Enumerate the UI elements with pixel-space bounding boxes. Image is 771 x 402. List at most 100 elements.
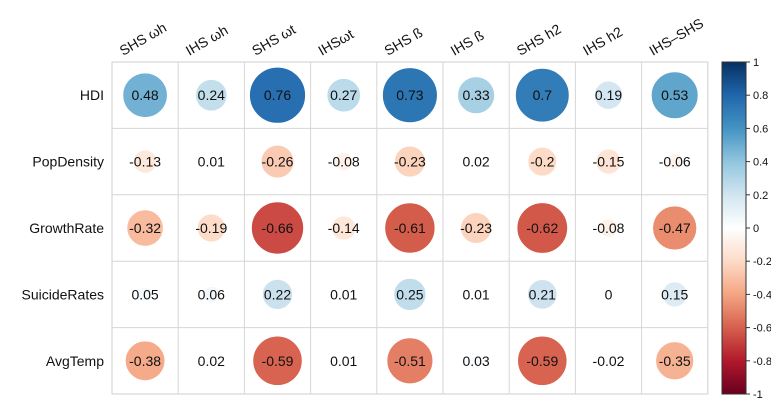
correlation-value: -0.66: [262, 220, 294, 236]
colorbar-tick-label: 0: [753, 223, 759, 235]
column-label: IHS–SHS: [646, 15, 706, 59]
correlation-circle: [517, 335, 568, 386]
column-label: IHS ωh: [183, 22, 231, 59]
correlation-circle: [334, 152, 354, 171]
correlation-value: 0.01: [330, 286, 357, 302]
column-label: IHS h2: [580, 23, 625, 58]
correlation-value: 0.33: [462, 87, 489, 103]
correlation-circle: [262, 279, 293, 310]
correlation-circle: [470, 354, 482, 367]
correlation-circle: [137, 286, 153, 302]
correlation-circle: [595, 148, 622, 175]
colorbar-tick-label: 0.6: [753, 123, 768, 135]
colorbar: [721, 61, 747, 395]
correlation-circle: [516, 202, 568, 254]
correlation-value: -0.62: [526, 220, 558, 236]
correlation-value: -0.26: [262, 154, 294, 170]
row-label: AvgTemp: [46, 353, 104, 369]
correlation-circle: [386, 337, 434, 384]
correlation-value: -0.51: [394, 353, 426, 369]
correlation-value: 0.01: [462, 286, 489, 302]
row-label: PopDensity: [32, 154, 104, 170]
correlation-circle: [251, 201, 304, 255]
correlation-value: 0.76: [264, 87, 291, 103]
correlation-value: 0.21: [529, 286, 556, 302]
correlation-circle: [252, 335, 303, 386]
correlation-value: 0.25: [396, 286, 423, 302]
correlation-value: 0.24: [198, 87, 225, 103]
correlation-value: -0.13: [129, 154, 161, 170]
correlation-circle: [515, 68, 570, 123]
correlation-value: -0.06: [659, 154, 691, 170]
correlation-circle: [527, 146, 557, 177]
correlation-value: 0.73: [396, 87, 423, 103]
correlation-circle: [125, 340, 166, 381]
colorbar-tick-label: -0.8: [753, 356, 771, 368]
correlation-circle: [384, 202, 436, 254]
correlation-circle: [527, 279, 558, 310]
correlation-value: -0.47: [659, 220, 691, 236]
row-label: HDI: [80, 87, 104, 103]
correlation-value: -0.02: [593, 353, 625, 369]
correlation-circle: [662, 281, 688, 308]
correlation-value: 0.19: [595, 87, 622, 103]
correlation-circle: [326, 78, 361, 113]
correlation-value: 0.7: [533, 87, 553, 103]
correlation-circle: [340, 290, 348, 298]
correlation-circle: [260, 144, 295, 179]
correlation-value: -0.38: [129, 353, 161, 369]
correlation-circle: [457, 76, 495, 114]
colorbar-tick-label: 0.2: [753, 190, 768, 202]
correlation-value: 0.01: [198, 154, 225, 170]
correlation-value: 0.22: [264, 286, 291, 302]
correlation-value: 0.03: [462, 353, 489, 369]
column-label: SHS h2: [514, 21, 564, 59]
correlation-value: -0.23: [460, 220, 492, 236]
colorbar-tick-label: 1: [753, 57, 759, 69]
correlation-circle: [195, 79, 228, 112]
correlation-circle: [666, 153, 683, 170]
correlation-value: -0.19: [195, 220, 227, 236]
correlation-value: -0.08: [328, 154, 360, 170]
correlation-value: -0.59: [262, 353, 294, 369]
correlation-circle: [331, 215, 356, 241]
correlation-value: 0.01: [330, 353, 357, 369]
correlation-value: -0.35: [659, 353, 691, 369]
colorbar-tick-label: -0.4: [753, 289, 771, 301]
correlation-value: -0.32: [129, 220, 161, 236]
correlation-value: 0.27: [330, 87, 357, 103]
column-label: SHS ωt: [249, 21, 298, 59]
correlation-circle: [394, 145, 426, 178]
correlation-circle: [655, 341, 694, 381]
correlation-circle: [652, 205, 697, 251]
correlation-circle: [207, 158, 215, 166]
row-label: GrowthRate: [29, 220, 104, 236]
correlation-circle: [126, 209, 164, 247]
row-label: SuicideRates: [22, 286, 105, 302]
column-label: IHSωt: [315, 26, 356, 59]
correlation-circle: [340, 357, 348, 365]
correlation-circle: [594, 80, 623, 110]
correlation-circle: [393, 278, 427, 311]
correlation-circle: [472, 290, 480, 298]
correlation-circle: [599, 218, 618, 238]
correlation-value: -0.14: [328, 220, 360, 236]
correlation-circle: [197, 213, 226, 243]
correlation-value: 0.53: [661, 87, 688, 103]
column-label: SHS ß: [381, 24, 425, 58]
correlation-value: -0.2: [530, 154, 554, 170]
correlation-circle: [382, 67, 438, 123]
correlation-value: -0.23: [394, 154, 426, 170]
colorbar-tick-label: -1: [753, 389, 763, 401]
correlation-value: -0.59: [526, 353, 558, 369]
correlation-circle: [122, 72, 168, 118]
column-label: IHS ß: [448, 27, 487, 59]
colorbar-tick-label: 0.4: [753, 157, 768, 169]
correlation-value: 0.15: [661, 286, 688, 302]
correlation-circle: [603, 355, 614, 366]
correlation-circle: [206, 355, 217, 366]
correlation-value: 0.48: [131, 87, 158, 103]
correlation-value: -0.61: [394, 220, 426, 236]
correlation-value: 0.02: [198, 353, 225, 369]
